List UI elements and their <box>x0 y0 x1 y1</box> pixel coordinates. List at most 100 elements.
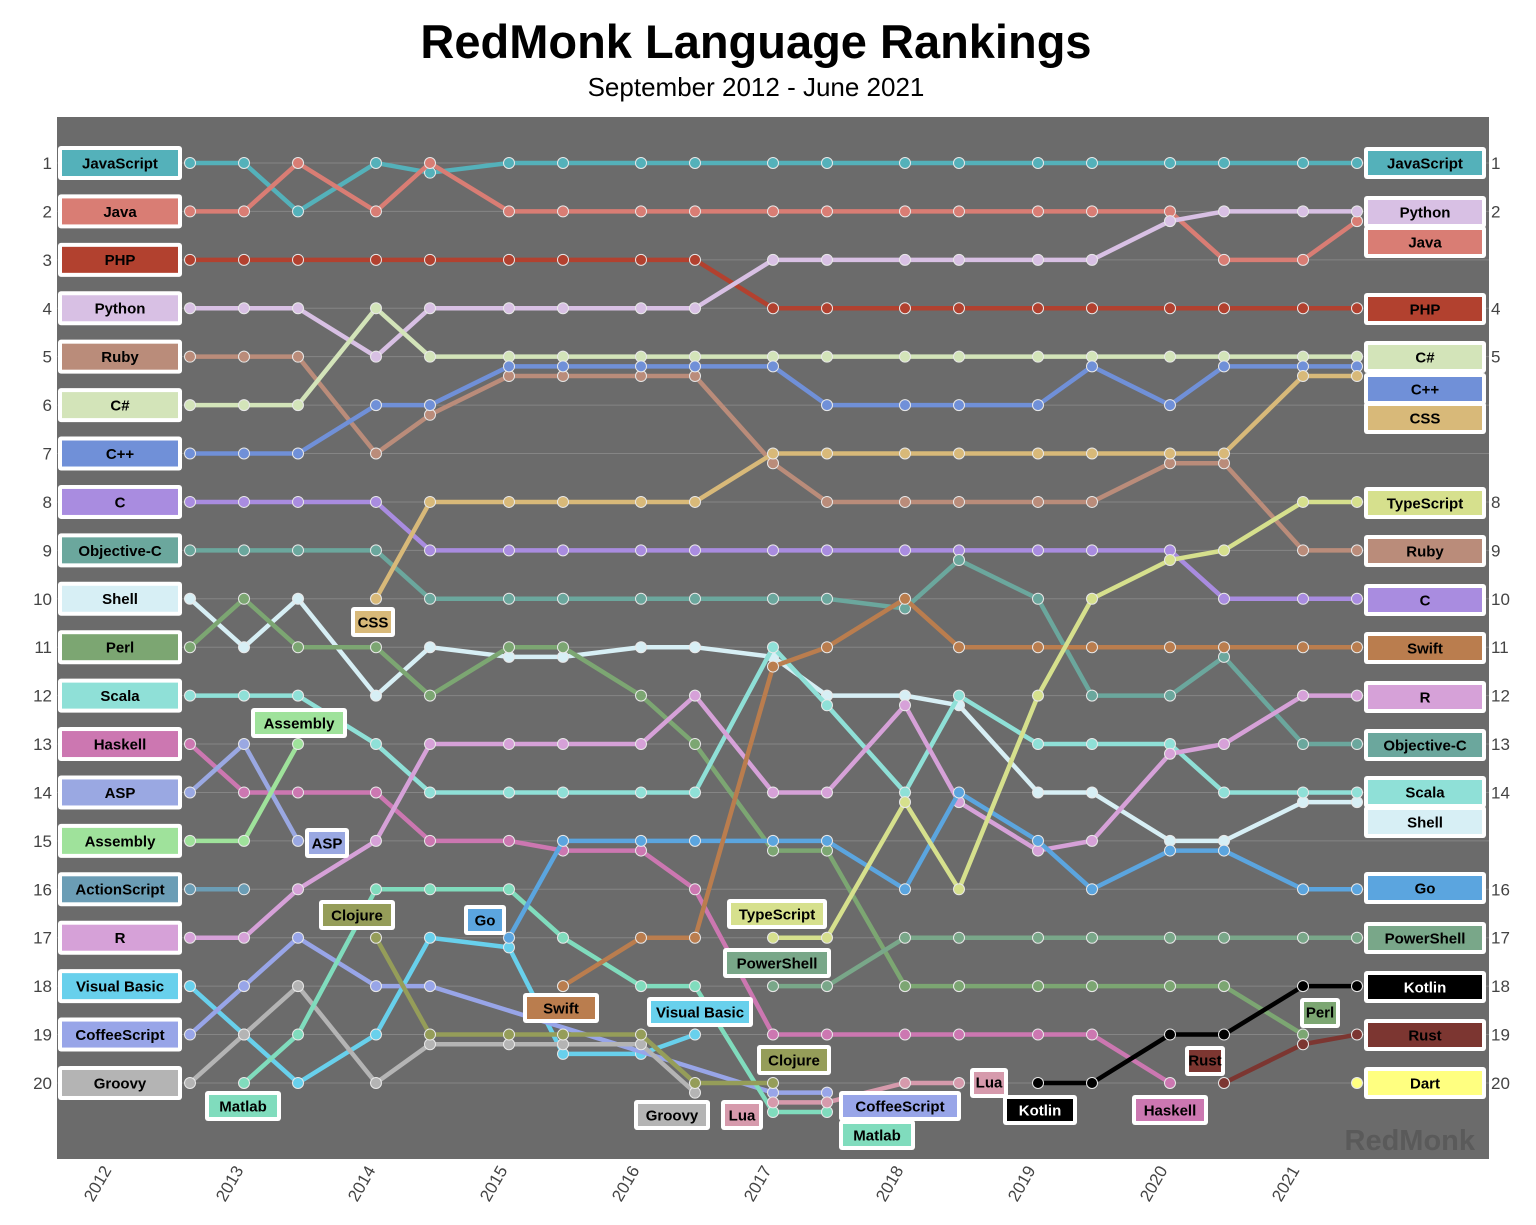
data-point <box>1218 544 1230 557</box>
data-point <box>821 495 833 508</box>
right-label: Kotlin <box>1364 971 1486 1003</box>
data-point <box>557 302 569 315</box>
data-point <box>292 641 304 654</box>
label-text: PHP <box>105 252 136 269</box>
data-point <box>238 1028 250 1041</box>
inline-label: PowerShell <box>723 948 831 978</box>
inline-label: CoffeeScript <box>839 1091 961 1121</box>
series-kotlin <box>1032 980 1363 1089</box>
label-fill <box>1304 1002 1336 1024</box>
label-text: Visual Basic <box>76 979 164 996</box>
data-point <box>370 350 382 363</box>
data-point <box>689 689 701 702</box>
data-point <box>821 302 833 315</box>
data-point <box>635 157 647 169</box>
label-text: C++ <box>1411 381 1440 398</box>
data-point <box>424 738 436 751</box>
label-fill <box>62 731 178 758</box>
data-point <box>899 592 911 605</box>
left-label: Haskell <box>58 727 182 762</box>
data-point <box>238 253 250 266</box>
label-text: CoffeeScript <box>855 1098 944 1115</box>
label-text: Ruby <box>101 349 139 366</box>
data-point <box>370 253 382 266</box>
right-label: R <box>1364 681 1486 713</box>
data-point <box>503 544 515 557</box>
data-point <box>689 360 701 373</box>
data-point <box>689 544 701 557</box>
data-point <box>424 883 436 896</box>
inline-label: Groovy <box>634 1100 710 1130</box>
data-point <box>1164 980 1176 993</box>
y-tick-label-left: 1 <box>43 154 52 173</box>
data-point <box>557 931 569 944</box>
label-fill <box>974 1072 1004 1094</box>
data-point <box>1164 747 1176 760</box>
data-point <box>424 834 436 847</box>
label-fill <box>1368 230 1482 254</box>
data-point <box>635 495 647 508</box>
label-text: Swift <box>543 1000 579 1017</box>
label-text: Go <box>475 912 496 929</box>
data-point <box>635 1028 647 1041</box>
data-point <box>1218 1028 1230 1041</box>
label-text: Perl <box>106 640 134 657</box>
data-point <box>1032 495 1044 508</box>
y-tick-label-left: 9 <box>43 541 52 560</box>
data-point <box>1297 370 1309 383</box>
data-point <box>238 834 250 847</box>
series-c- <box>184 360 1363 460</box>
label-fill <box>355 611 391 633</box>
label-text: C++ <box>106 446 135 463</box>
data-point <box>370 641 382 654</box>
y-tick-label-right: 19 <box>1491 1026 1510 1045</box>
data-point <box>635 641 647 654</box>
label-text: ActionScript <box>75 882 164 899</box>
inline-label: Go <box>464 905 506 935</box>
data-point <box>1032 544 1044 557</box>
right-label: Python <box>1364 196 1486 228</box>
label-text: CSS <box>1410 410 1441 427</box>
data-point <box>503 302 515 315</box>
data-point <box>1032 834 1044 847</box>
series-ruby <box>184 350 1363 557</box>
data-point <box>370 834 382 847</box>
data-point <box>238 205 250 218</box>
inline-label: Haskell <box>1132 1095 1208 1125</box>
inline-label: Rust <box>1185 1046 1225 1076</box>
label-text: Scala <box>100 688 140 705</box>
label-fill <box>1368 297 1482 321</box>
label-text: JavaScript <box>1387 155 1463 172</box>
label-text: TypeScript <box>739 906 815 923</box>
right-label: Shell <box>1364 806 1486 838</box>
data-point <box>1086 302 1098 315</box>
data-point <box>1164 1076 1176 1089</box>
label-fill <box>62 537 178 564</box>
data-point <box>689 786 701 799</box>
data-point <box>635 738 647 751</box>
label-text: Clojure <box>768 1052 820 1069</box>
data-point <box>953 786 965 799</box>
data-point <box>1297 302 1309 315</box>
label-fill <box>62 779 178 806</box>
y-tick-label-right: 20 <box>1491 1074 1510 1093</box>
label-text: PHP <box>1410 301 1441 318</box>
y-tick-label-left: 6 <box>43 396 52 415</box>
left-label: Groovy <box>58 1065 182 1100</box>
right-label: Java <box>1364 226 1486 258</box>
series-line <box>188 742 1172 1085</box>
inline-label: Kotlin <box>1003 1095 1077 1125</box>
series-scala <box>184 641 1363 799</box>
inline-label: TypeScript <box>727 899 827 929</box>
data-point <box>821 834 833 847</box>
data-point <box>767 660 779 673</box>
left-label: Java <box>58 194 182 229</box>
data-point <box>424 302 436 315</box>
data-point <box>1032 350 1044 363</box>
label-fill <box>1368 151 1482 175</box>
data-point <box>557 157 569 169</box>
label-fill <box>1368 810 1482 834</box>
data-point <box>767 1076 779 1089</box>
label-fill <box>62 488 178 515</box>
